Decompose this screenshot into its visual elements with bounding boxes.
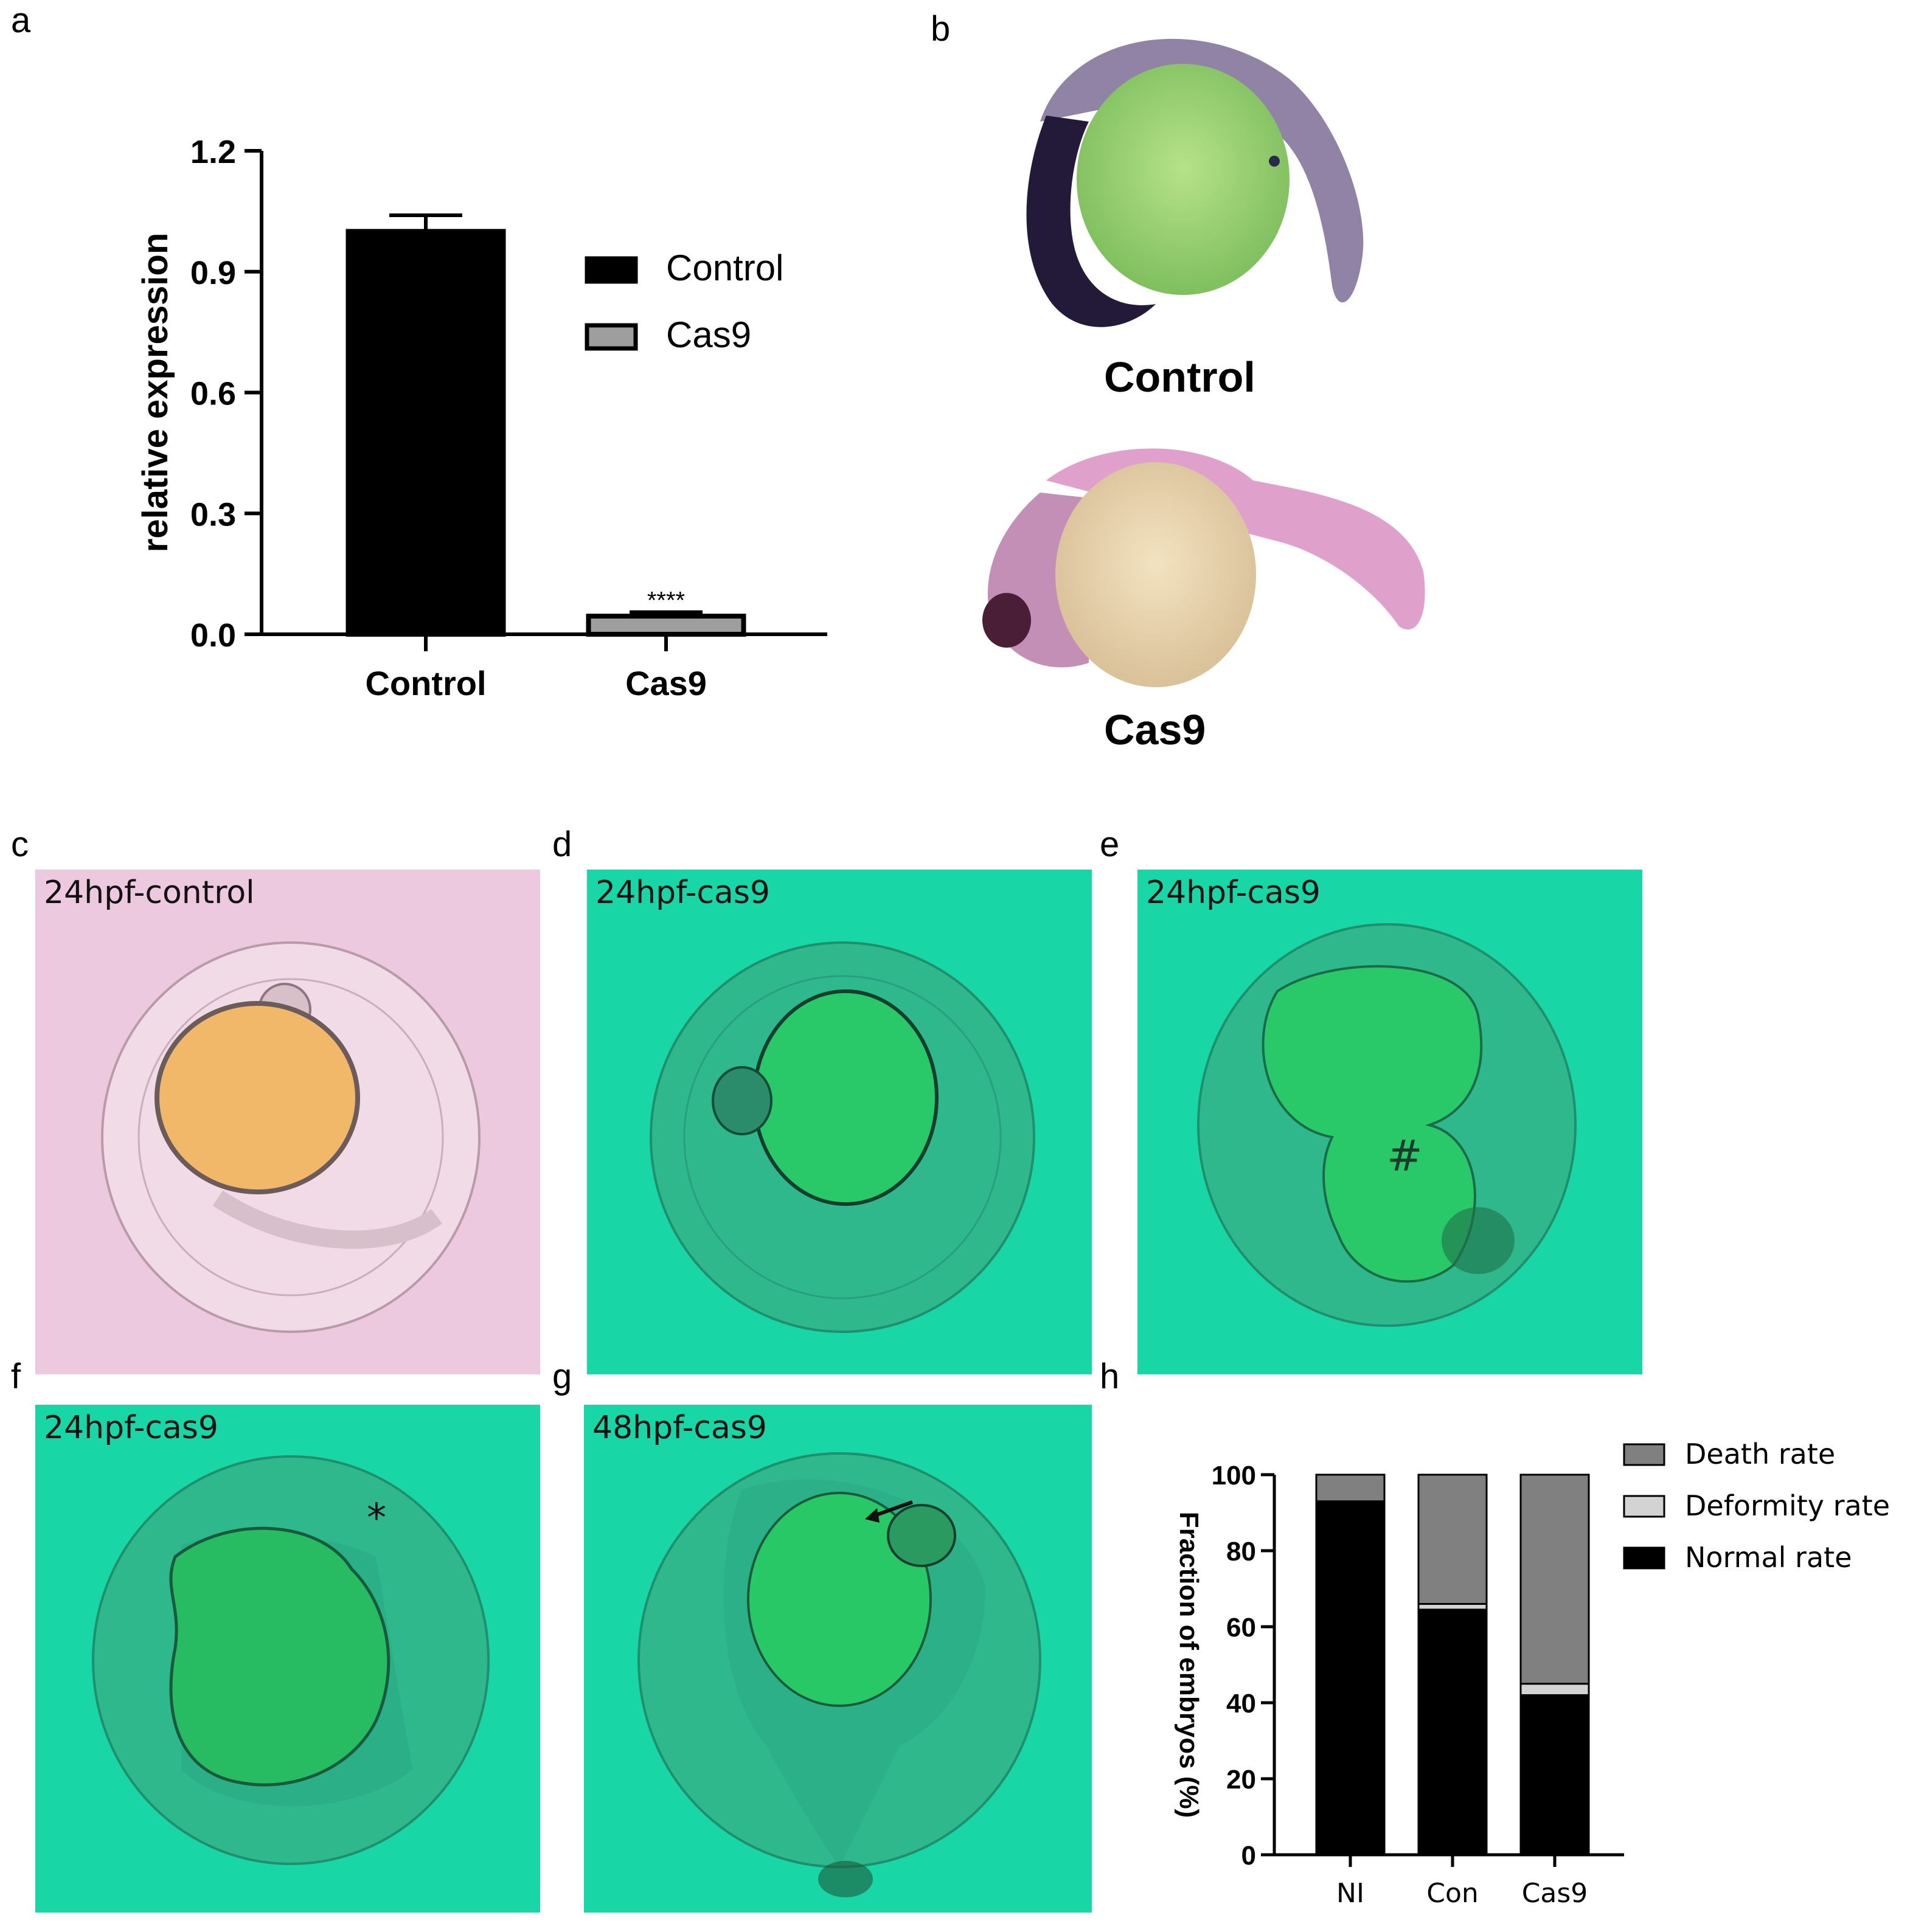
- photo-24hpf-cas9-d: 24hpf-cas9: [587, 870, 1092, 1374]
- photo-label-d: 24hpf-cas9: [595, 874, 770, 911]
- y-tick-label: 0.9: [190, 255, 236, 291]
- legend-label-control: Control: [666, 248, 783, 288]
- photo-24hpf-cas9-f: 24hpf-cas9 *: [35, 1405, 540, 1913]
- y-tick-label: 0.0: [190, 617, 236, 654]
- x-tick-label: Cas9: [625, 664, 707, 702]
- panel-letter-b: b: [931, 9, 951, 49]
- x-tick-label: Cas9: [1522, 1878, 1588, 1909]
- legend-swatch: [1623, 1443, 1665, 1466]
- legend-label-cas9: Cas9: [666, 314, 751, 355]
- marker-asterisk: *: [367, 1496, 386, 1541]
- stacked-bar-segment-death-rate: [1417, 1473, 1488, 1605]
- photo-24hpf-cas9-e: 24hpf-cas9 #: [1137, 870, 1642, 1374]
- y-tick-label: 60: [1226, 1613, 1256, 1643]
- panel-b-insitu-images: [982, 38, 1425, 687]
- legend-swatch-cas9: [585, 323, 638, 351]
- panel-b-cas9-caption: Cas9: [1104, 706, 1206, 753]
- bar-chart-relative-expression: 0.0 0.3 0.6 0.9 1.2 relative expression Contro…: [136, 134, 827, 702]
- photo-48hpf-cas9-g: 48hpf-cas9: [584, 1405, 1092, 1913]
- y-tick-label: 80: [1226, 1537, 1256, 1567]
- bar-cas9: [586, 614, 746, 637]
- stacked-bar-segment-deformity-rate: [1519, 1683, 1590, 1696]
- stacked-bar-segment-death-rate: [1519, 1473, 1590, 1685]
- photo-label-g: 48hpf-cas9: [592, 1410, 767, 1446]
- x-tick-label: Control: [365, 664, 486, 702]
- significance-label: ****: [647, 587, 685, 614]
- panel-letter-e: e: [1100, 825, 1120, 864]
- y-tick-label: 20: [1226, 1765, 1256, 1795]
- photo-label-c: 24hpf-control: [44, 874, 255, 911]
- panel-letter-h: h: [1100, 1357, 1120, 1396]
- y-tick-label: 1.2: [190, 134, 236, 170]
- x-tick-label: Con: [1426, 1878, 1479, 1909]
- stacked-bar-segment-normal-rate: [1417, 1608, 1488, 1856]
- stacked-bar-segment-normal-rate: [1519, 1694, 1590, 1856]
- stacked-bar-segment-death-rate: [1315, 1473, 1386, 1503]
- stacked-bar-segment-normal-rate: [1315, 1500, 1386, 1856]
- panel-letter-f: f: [11, 1357, 21, 1396]
- control-embryo-image: [1026, 38, 1364, 327]
- legend-label: Deformity rate: [1685, 1489, 1890, 1522]
- x-tick-label: NI: [1336, 1878, 1364, 1909]
- bar-control: [345, 229, 506, 637]
- panel-letter-g: g: [552, 1357, 572, 1396]
- panel-b-control-caption: Control: [1104, 353, 1255, 401]
- photo-24hpf-control: 24hpf-control: [35, 870, 540, 1374]
- panel-letter-d: d: [552, 825, 572, 864]
- y-tick-label: 0.6: [190, 376, 236, 412]
- legend-swatch: [1623, 1495, 1665, 1518]
- y-axis-label: relative expression: [136, 233, 175, 553]
- y-tick-label: 0.3: [190, 496, 236, 533]
- photo-label-e: 24hpf-cas9: [1146, 874, 1321, 911]
- stacked-bar-chart-fraction-embryos: 0 20 40 60 80 100 Fraction of embryos (%) NI Con…: [1174, 1438, 1890, 1909]
- y-tick-label: 100: [1212, 1461, 1256, 1491]
- legend-swatch-control: [585, 256, 638, 284]
- panel-letter-c: c: [11, 825, 29, 864]
- legend-label: Normal rate: [1685, 1541, 1852, 1574]
- panel-letter-a: a: [11, 1, 31, 40]
- y-axis-label: Fraction of embryos (%): [1174, 1512, 1204, 1818]
- legend-swatch: [1623, 1546, 1665, 1570]
- y-tick-label: 0: [1241, 1841, 1256, 1871]
- marker-hash: #: [1387, 1131, 1423, 1181]
- cas9-embryo-image: [982, 448, 1425, 687]
- photo-label-f: 24hpf-cas9: [44, 1410, 218, 1446]
- legend-label: Death rate: [1685, 1438, 1835, 1470]
- y-tick-label: 40: [1226, 1689, 1256, 1719]
